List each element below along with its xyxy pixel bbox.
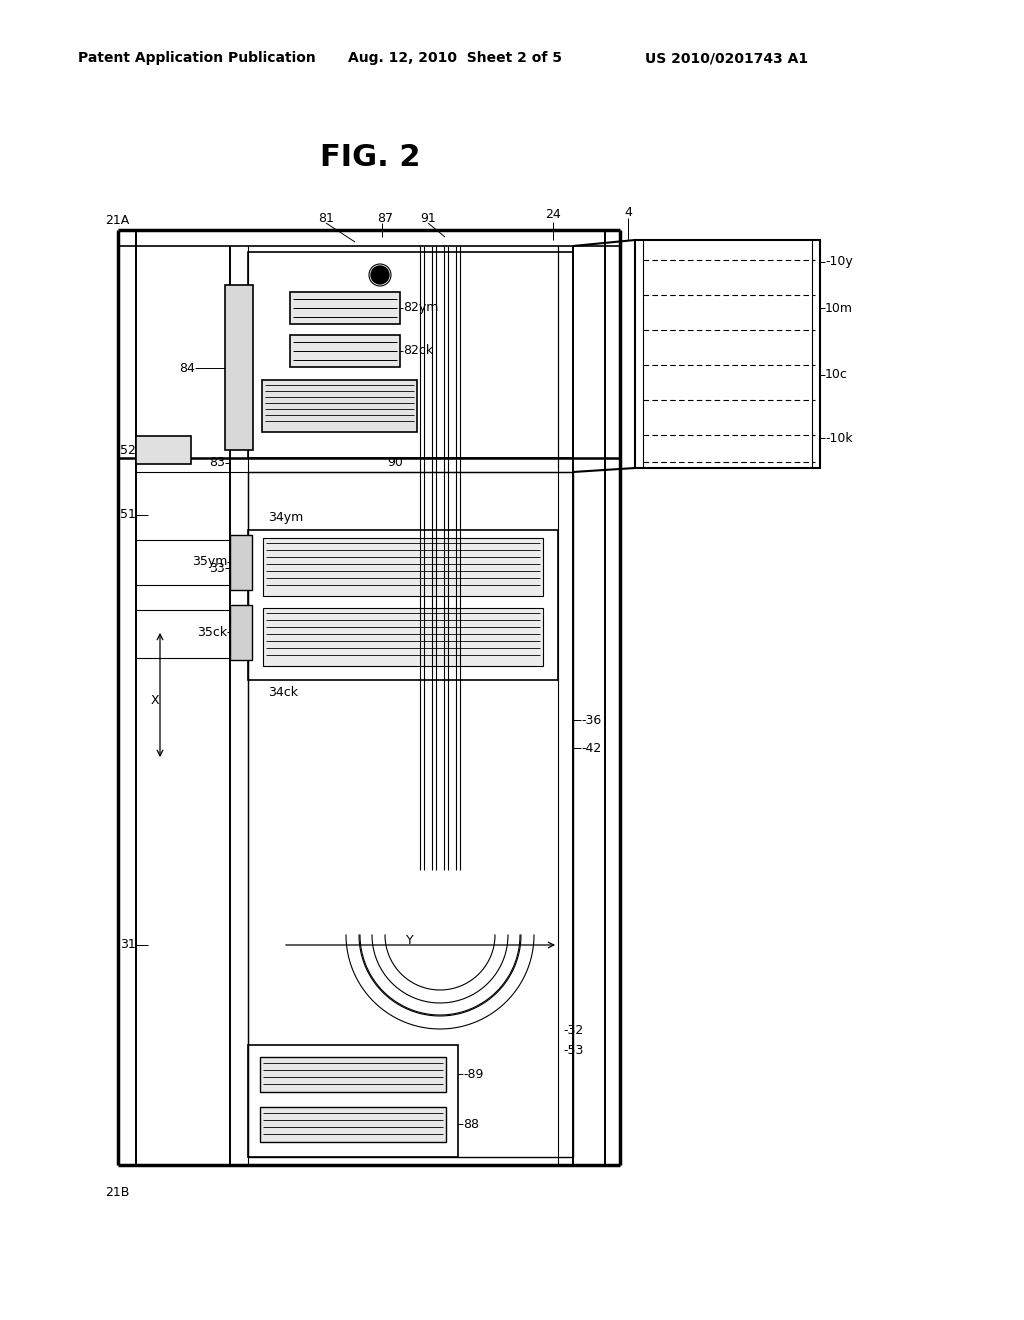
Text: 21A: 21A xyxy=(105,214,129,227)
Bar xyxy=(263,539,543,597)
Bar xyxy=(136,436,191,465)
Text: -42: -42 xyxy=(581,742,601,755)
Bar xyxy=(248,473,573,1158)
Bar xyxy=(260,1057,446,1092)
Text: Aug. 12, 2010  Sheet 2 of 5: Aug. 12, 2010 Sheet 2 of 5 xyxy=(348,51,562,65)
Bar xyxy=(260,1107,446,1142)
Text: 35ym: 35ym xyxy=(191,556,227,569)
Text: US 2010/0201743 A1: US 2010/0201743 A1 xyxy=(645,51,808,65)
Text: 33: 33 xyxy=(209,561,225,574)
Text: 51: 51 xyxy=(120,508,136,521)
Text: -36: -36 xyxy=(581,714,601,726)
Text: 90: 90 xyxy=(387,457,402,470)
Text: 82ym: 82ym xyxy=(403,301,438,314)
Text: 91: 91 xyxy=(420,211,436,224)
Text: 35ck: 35ck xyxy=(197,626,227,639)
Bar xyxy=(230,535,252,590)
Text: 82ck: 82ck xyxy=(403,345,433,358)
Bar xyxy=(248,1045,458,1158)
Text: 31: 31 xyxy=(120,939,136,952)
Text: 10c: 10c xyxy=(825,368,848,381)
Text: X: X xyxy=(151,693,160,706)
Text: 87: 87 xyxy=(377,211,393,224)
Text: 84: 84 xyxy=(179,362,195,375)
Text: 52: 52 xyxy=(120,444,136,457)
Text: 10m: 10m xyxy=(825,301,853,314)
Bar xyxy=(635,240,820,469)
Text: 4: 4 xyxy=(624,206,632,219)
Text: FIG. 2: FIG. 2 xyxy=(319,144,420,173)
Text: -32: -32 xyxy=(563,1023,584,1036)
Text: 34ck: 34ck xyxy=(268,685,298,698)
Text: 81: 81 xyxy=(318,211,334,224)
Circle shape xyxy=(371,267,389,284)
Text: -89: -89 xyxy=(463,1068,483,1081)
Bar xyxy=(230,605,252,660)
Bar xyxy=(262,380,417,432)
Text: 34ym: 34ym xyxy=(268,511,303,524)
Text: 83: 83 xyxy=(209,457,225,470)
Bar xyxy=(263,609,543,667)
Text: -53: -53 xyxy=(563,1044,584,1056)
Text: -10k: -10k xyxy=(825,432,853,445)
Bar xyxy=(225,285,253,450)
Text: -10y: -10y xyxy=(825,256,853,268)
Text: Y: Y xyxy=(407,933,414,946)
Text: 24: 24 xyxy=(545,209,561,222)
Bar xyxy=(290,335,400,367)
Bar xyxy=(290,292,400,323)
Text: 88: 88 xyxy=(463,1118,479,1130)
Text: Patent Application Publication: Patent Application Publication xyxy=(78,51,315,65)
Bar xyxy=(248,531,558,680)
Bar xyxy=(248,252,573,458)
Text: 21B: 21B xyxy=(105,1187,129,1200)
